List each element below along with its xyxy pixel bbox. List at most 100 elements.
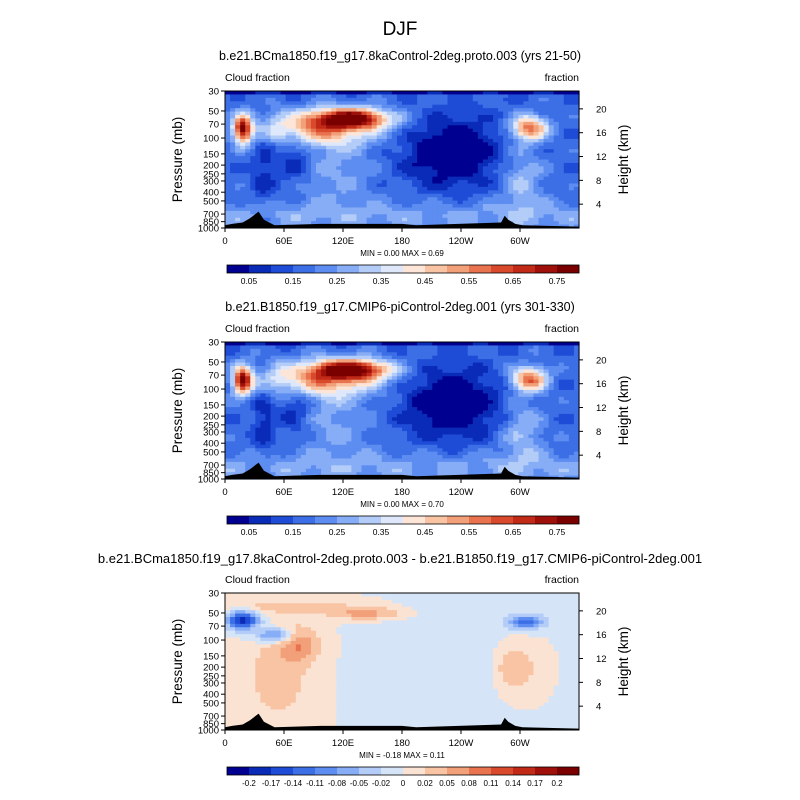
heatmap-cell	[300, 400, 307, 405]
heatmap-cell	[295, 104, 302, 109]
heatmap-cell	[487, 204, 494, 209]
heatmap-cell	[310, 365, 317, 370]
heatmap-cell	[230, 142, 236, 147]
heatmap-cell	[300, 383, 307, 388]
heatmap-cell	[381, 379, 388, 384]
heatmap-cell	[316, 424, 322, 429]
heatmap-cell	[305, 217, 312, 222]
heatmap-cell	[467, 169, 474, 174]
heatmap-cell	[452, 465, 459, 470]
heatmap-cell	[477, 142, 484, 147]
heatmap-cell	[230, 166, 236, 171]
heatmap-cell	[447, 465, 454, 470]
heatmap-cell	[230, 173, 236, 178]
heatmap-cell	[568, 97, 575, 102]
heatmap-cell	[310, 180, 317, 185]
heatmap-cell	[240, 441, 246, 446]
heatmap-cell	[351, 210, 358, 215]
heatmap-cell	[295, 159, 302, 164]
heatmap-cell	[265, 468, 272, 473]
heatmap-cell	[427, 431, 433, 436]
heatmap-cell	[300, 190, 307, 195]
heatmap-cell	[346, 420, 353, 425]
heatmap-cell	[285, 114, 292, 119]
heatmap-cell	[225, 128, 231, 133]
heatmap-cell	[341, 441, 347, 446]
heatmap-cell	[422, 145, 428, 150]
heatmap-cell	[290, 434, 297, 439]
heatmap-cell	[543, 125, 550, 130]
heatmap-cell	[396, 138, 403, 143]
heatmap-cell	[396, 94, 403, 99]
heatmap-cell	[422, 396, 428, 401]
heatmap-cell	[280, 159, 287, 164]
heatmap-cell	[346, 355, 353, 360]
heatmap-cell	[477, 159, 484, 164]
heatmap-cell	[331, 118, 337, 123]
heatmap-cell	[396, 376, 403, 381]
heatmap-cell	[396, 221, 403, 226]
heatmap-cell	[518, 149, 524, 154]
heatmap-cell	[305, 396, 312, 401]
heatmap-cell	[280, 434, 287, 439]
heatmap-cell	[260, 207, 267, 212]
heatmap-cell	[300, 420, 307, 425]
heatmap-cell	[326, 135, 332, 140]
heatmap-cell	[305, 97, 312, 102]
heatmap-cell	[361, 396, 368, 401]
heatmap-cell	[452, 214, 459, 219]
heatmap-cell	[422, 180, 428, 185]
heatmap-cell	[331, 104, 337, 109]
heatmap-cell	[295, 383, 302, 388]
heatmap-cell	[391, 193, 398, 198]
heatmap-cell	[381, 132, 388, 137]
heatmap-cell	[452, 352, 459, 357]
heatmap-cell	[467, 97, 474, 102]
heatmap-cell	[235, 362, 241, 367]
heatmap-cell	[366, 111, 373, 116]
heatmap-cell	[255, 145, 261, 150]
heatmap-cell	[391, 410, 398, 415]
heatmap-cell	[381, 217, 388, 222]
heatmap-cell	[432, 400, 438, 405]
heatmap-cell	[280, 359, 287, 364]
heatmap-cell	[402, 149, 408, 154]
heatmap-cell	[437, 372, 444, 377]
heatmap-cell	[326, 396, 332, 401]
heatmap-cell	[467, 204, 474, 209]
heatmap-cell	[366, 413, 373, 418]
heatmap-cell	[396, 345, 403, 350]
heatmap-cell	[558, 135, 565, 140]
heatmap-cell	[341, 345, 347, 350]
heatmap-cell	[396, 441, 403, 446]
heatmap-cell	[482, 104, 489, 109]
heatmap-cell	[225, 204, 231, 209]
heatmap-cell	[573, 97, 580, 102]
heatmap-cell	[553, 94, 560, 99]
heatmap-cell	[255, 132, 261, 137]
heatmap-cell	[407, 403, 413, 408]
heatmap-cell	[523, 121, 530, 126]
heatmap-cell	[265, 173, 272, 178]
heatmap-cell	[482, 434, 489, 439]
heatmap-cell	[371, 121, 378, 126]
heatmap-cell	[361, 362, 368, 367]
heatmap-cell	[417, 156, 423, 161]
heatmap-cell	[467, 101, 474, 106]
heatmap-cell	[437, 441, 444, 446]
heatmap-cell	[427, 458, 433, 463]
heatmap-cell	[381, 94, 388, 99]
heatmap-cell	[472, 101, 479, 106]
heatmap-cell	[351, 104, 358, 109]
heatmap-cell	[391, 396, 398, 401]
heatmap-cell	[391, 197, 398, 202]
heatmap-cell	[351, 180, 358, 185]
heatmap-cell	[376, 128, 383, 133]
heatmap-cell	[295, 190, 302, 195]
heatmap-cell	[442, 214, 449, 219]
heatmap-cell	[260, 173, 267, 178]
heatmap-cell	[457, 186, 464, 191]
heatmap-cell	[452, 362, 459, 367]
heatmap-cell	[493, 369, 499, 374]
heatmap-cell	[402, 214, 408, 219]
